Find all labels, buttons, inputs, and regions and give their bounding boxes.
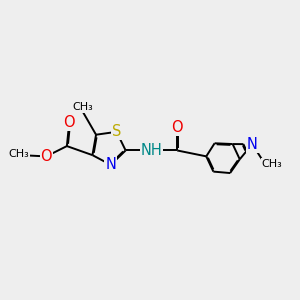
Text: N: N: [105, 157, 116, 172]
Text: S: S: [112, 124, 121, 139]
Text: CH₃: CH₃: [9, 149, 29, 159]
Text: O: O: [171, 120, 183, 135]
Text: O: O: [63, 115, 75, 130]
Text: CH₃: CH₃: [262, 159, 283, 169]
Text: NH: NH: [140, 143, 162, 158]
Text: CH₃: CH₃: [72, 102, 93, 112]
Text: O: O: [40, 149, 52, 164]
Text: N: N: [247, 137, 258, 152]
